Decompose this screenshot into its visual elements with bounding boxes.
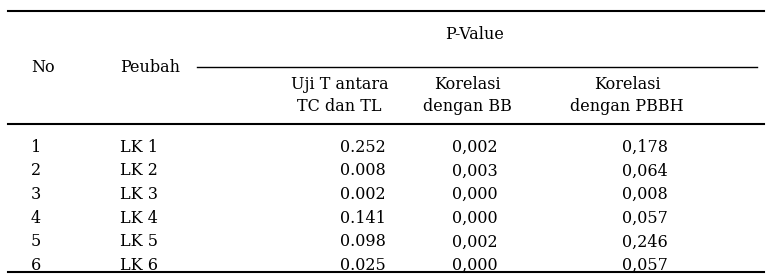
Text: 0.141: 0.141 <box>340 210 386 227</box>
Text: 0,000: 0,000 <box>452 186 498 203</box>
Text: 1: 1 <box>31 139 41 156</box>
Text: 0,000: 0,000 <box>452 257 498 274</box>
Text: 0,057: 0,057 <box>622 257 668 274</box>
Text: P-Value: P-Value <box>445 26 504 43</box>
Text: 0,064: 0,064 <box>622 162 668 180</box>
Text: Korelasi
dengan PBBH: Korelasi dengan PBBH <box>571 76 684 115</box>
Text: 0,003: 0,003 <box>452 162 498 180</box>
Text: LK 6: LK 6 <box>120 257 157 274</box>
Text: 0,246: 0,246 <box>622 233 668 250</box>
Text: LK 5: LK 5 <box>120 233 157 250</box>
Text: 4: 4 <box>31 210 41 227</box>
Text: 0,178: 0,178 <box>621 139 668 156</box>
Text: LK 4: LK 4 <box>120 210 157 227</box>
Text: 0,002: 0,002 <box>452 233 498 250</box>
Text: 0.008: 0.008 <box>340 162 386 180</box>
Text: 0.025: 0.025 <box>340 257 386 274</box>
Text: 3: 3 <box>31 186 41 203</box>
Text: LK 2: LK 2 <box>120 162 157 180</box>
Text: 0.002: 0.002 <box>340 186 386 203</box>
Text: Peubah: Peubah <box>120 59 180 76</box>
Text: 6: 6 <box>31 257 41 274</box>
Text: 2: 2 <box>31 162 41 180</box>
Text: Uji T antara
TC dan TL: Uji T antara TC dan TL <box>291 76 388 115</box>
Text: No: No <box>31 59 55 76</box>
Text: 0,000: 0,000 <box>452 210 498 227</box>
Text: 0,008: 0,008 <box>622 186 668 203</box>
Text: 0,057: 0,057 <box>622 210 668 227</box>
Text: 0.098: 0.098 <box>340 233 386 250</box>
Text: LK 1: LK 1 <box>120 139 157 156</box>
Text: 0.252: 0.252 <box>340 139 386 156</box>
Text: 0,002: 0,002 <box>452 139 498 156</box>
Text: LK 3: LK 3 <box>120 186 157 203</box>
Text: 5: 5 <box>31 233 41 250</box>
Text: Korelasi
dengan BB: Korelasi dengan BB <box>422 76 512 115</box>
